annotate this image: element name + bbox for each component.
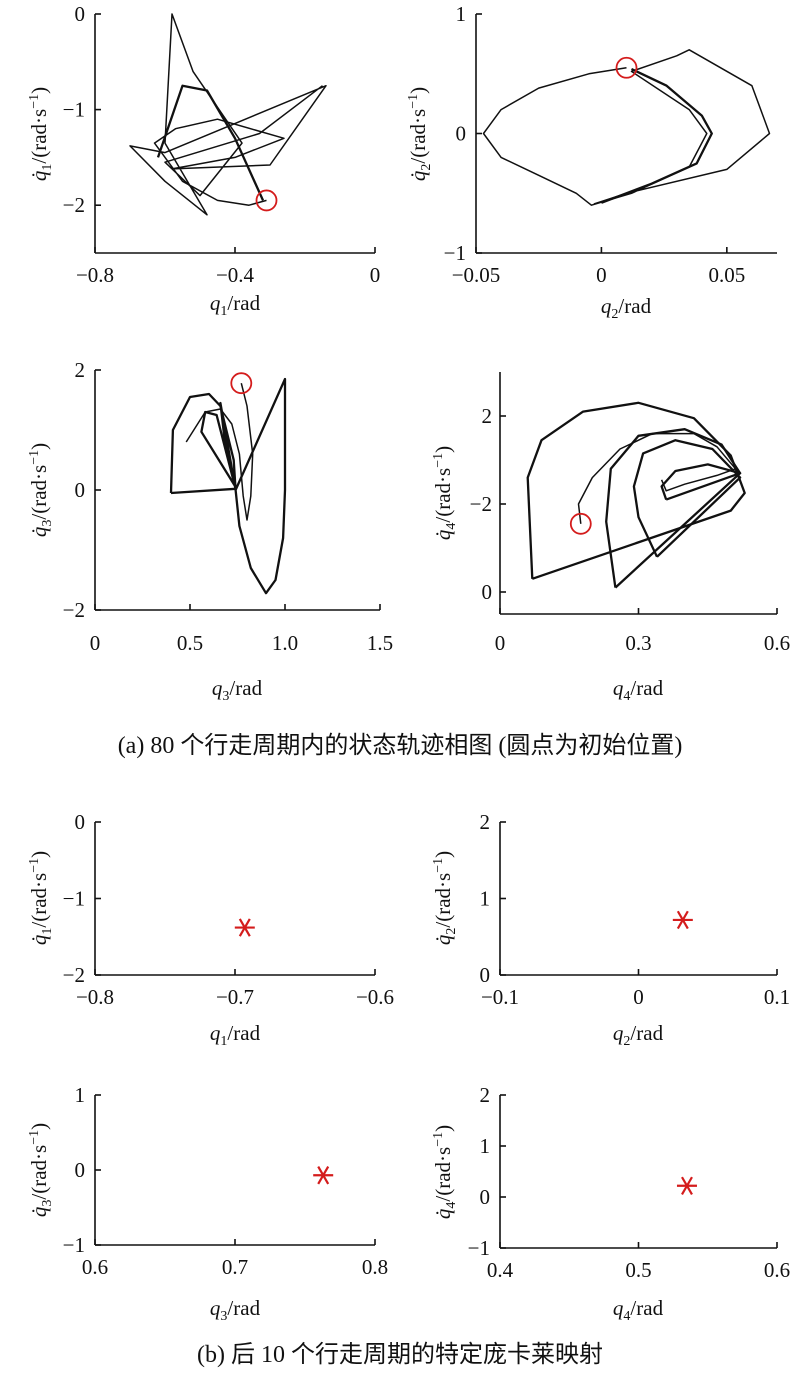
y-tick-label: 0 bbox=[75, 2, 86, 26]
y-axis-label: q̇2/(rad·s−1) bbox=[406, 87, 434, 181]
y-tick-label: 0 bbox=[456, 122, 467, 146]
x-axis-label: q4/rad bbox=[613, 1296, 664, 1324]
x-tick-label: −0.1 bbox=[481, 985, 519, 1009]
x-tick-label: 0.6 bbox=[764, 1258, 790, 1282]
x-tick-label: 0.5 bbox=[177, 631, 203, 655]
y-tick-label: −1 bbox=[468, 1236, 490, 1260]
trajectory-line bbox=[129, 13, 327, 216]
y-tick-label: 2 bbox=[480, 810, 491, 834]
x-tick-label: 0.8 bbox=[362, 1255, 388, 1279]
y-tick-label: 0 bbox=[482, 580, 493, 604]
y-tick-label: 1 bbox=[456, 2, 467, 26]
trajectory-line bbox=[169, 377, 287, 595]
x-axis-label: q1/rad bbox=[210, 291, 261, 319]
initial-position-marker bbox=[615, 56, 638, 79]
trajectory-line bbox=[526, 401, 746, 580]
x-axis-label: q2/rad bbox=[613, 1021, 664, 1049]
y-tick-label: 2 bbox=[480, 1083, 491, 1107]
panel-a2-q2-phase-portrait: −0.05 0 0.05 −1 0 1 q̇2/(rad·s−1) q2/rad bbox=[406, 2, 777, 322]
y-tick-label: 1 bbox=[75, 1083, 86, 1107]
y-tick-label: 2 bbox=[75, 358, 86, 382]
panel-a4-q4-phase-portrait: 0 0.3 0.6 −2 0 2 q̇4/(rad·s−1) q4/rad bbox=[431, 372, 790, 704]
x-tick-label: 1.0 bbox=[272, 631, 298, 655]
y-tick-label: −2 bbox=[63, 598, 85, 622]
x-tick-label: 0.5 bbox=[625, 1258, 651, 1282]
x-tick-label: −0.8 bbox=[76, 263, 114, 287]
x-tick-label: 0 bbox=[495, 631, 506, 655]
trajectory-line bbox=[600, 67, 713, 204]
initial-position-marker bbox=[255, 189, 278, 212]
trajectory-line bbox=[632, 439, 742, 558]
y-tick-label: −1 bbox=[63, 887, 85, 911]
trajectory-line bbox=[605, 428, 742, 589]
x-axis-label: q1/rad bbox=[210, 1021, 261, 1049]
y-tick-label: 0 bbox=[75, 810, 86, 834]
x-axis-label: q4/rad bbox=[613, 676, 664, 704]
initial-position-marker bbox=[230, 372, 253, 395]
x-tick-label: −0.4 bbox=[216, 263, 255, 287]
x-tick-label: −0.05 bbox=[452, 263, 501, 287]
caption-b: (b) 后 10 个行走周期的特定庞卡莱映射 bbox=[197, 1341, 603, 1368]
x-tick-label: 1.5 bbox=[367, 631, 393, 655]
y-tick-label: 1 bbox=[480, 887, 491, 911]
y-axis-label: q̇3/(rad·s−1) bbox=[27, 443, 55, 537]
x-tick-label: 0 bbox=[370, 263, 381, 287]
x-tick-label: 0.05 bbox=[708, 263, 745, 287]
y-axis-label: q̇3/(rad·s−1) bbox=[27, 1123, 55, 1217]
x-tick-label: 0.4 bbox=[487, 1258, 514, 1282]
x-tick-label: 0.1 bbox=[764, 985, 790, 1009]
caption-a: (a) 80 个行走周期内的状态轨迹相图 (圆点为初始位置) bbox=[118, 732, 683, 759]
panel-a1-q1-phase-portrait: −0.8 −0.4 0 −2 −1 0 q̇1/(rad·s−1) q1/rad bbox=[27, 2, 380, 319]
trajectory-line bbox=[482, 49, 771, 206]
x-axis-label: q3/rad bbox=[210, 1296, 261, 1324]
y-axis-label: q̇1/(rad·s−1) bbox=[27, 851, 55, 945]
y-tick-label: 0 bbox=[480, 963, 491, 987]
panel-a3-q3-phase-portrait: 0 0.5 1.0 1.5−202 q̇3/(rad·s−1) q3/rad bbox=[27, 358, 393, 704]
trajectory-line bbox=[156, 84, 265, 201]
x-tick-label: 0 bbox=[633, 985, 644, 1009]
y-tick-label: 0 bbox=[75, 1158, 86, 1182]
poincare-point bbox=[234, 918, 255, 937]
poincare-point bbox=[313, 1166, 334, 1185]
y-tick-label: −1 bbox=[63, 1233, 85, 1257]
x-tick-label: −0.6 bbox=[356, 985, 394, 1009]
y-tick-label: −2 bbox=[470, 492, 492, 516]
x-tick-label: 0.6 bbox=[764, 631, 790, 655]
x-axis-label: q2/rad bbox=[601, 294, 652, 322]
y-axis-label: q̇2/(rad·s−1) bbox=[431, 851, 459, 945]
y-tick-label: −1 bbox=[63, 98, 85, 122]
x-tick-label: 0.7 bbox=[222, 1255, 248, 1279]
trajectory-line bbox=[577, 432, 737, 524]
panel-b4-q4-poincare-map: 0.4 0.5 0.6 −1 0 1 2 q̇4/(rad·s−1) q4/rad bbox=[431, 1083, 790, 1324]
y-axis-label: q̇4/(rad·s−1) bbox=[431, 446, 459, 540]
poincare-point bbox=[676, 1176, 697, 1195]
x-tick-label: −0.7 bbox=[216, 985, 254, 1009]
x-tick-label: −0.8 bbox=[76, 985, 114, 1009]
x-tick-label: 0 bbox=[596, 263, 607, 287]
y-tick-label: −2 bbox=[63, 963, 85, 987]
y-tick-label: −1 bbox=[444, 241, 466, 265]
initial-position-marker bbox=[569, 512, 592, 535]
panel-b3-q3-poincare-map: 0.6 0.7 0.8 −1 0 1 q̇3/(rad·s−1) q3/rad bbox=[27, 1083, 388, 1324]
y-axis-label: q̇1/(rad·s−1) bbox=[27, 87, 55, 181]
y-tick-label: 1 bbox=[480, 1134, 491, 1158]
x-tick-label: 0.6 bbox=[82, 1255, 108, 1279]
x-tick-label: 0 bbox=[90, 631, 101, 655]
x-tick-label: 0.3 bbox=[625, 631, 651, 655]
trajectory-line bbox=[660, 463, 742, 501]
y-tick-label: 0 bbox=[480, 1185, 491, 1209]
y-axis-label: q̇4/(rad·s−1) bbox=[431, 1125, 459, 1219]
y-tick-label: 0 bbox=[75, 478, 86, 502]
y-tick-label: 2 bbox=[482, 404, 493, 428]
panel-b1-q1-poincare-map: −0.8 −0.7 −0.6 −2 −1 0 q̇1/(rad·s−1) q1/rad bbox=[27, 810, 394, 1049]
y-tick-label: −2 bbox=[63, 193, 85, 217]
x-axis-label: q3/rad bbox=[212, 676, 263, 704]
poincare-point bbox=[672, 910, 693, 930]
